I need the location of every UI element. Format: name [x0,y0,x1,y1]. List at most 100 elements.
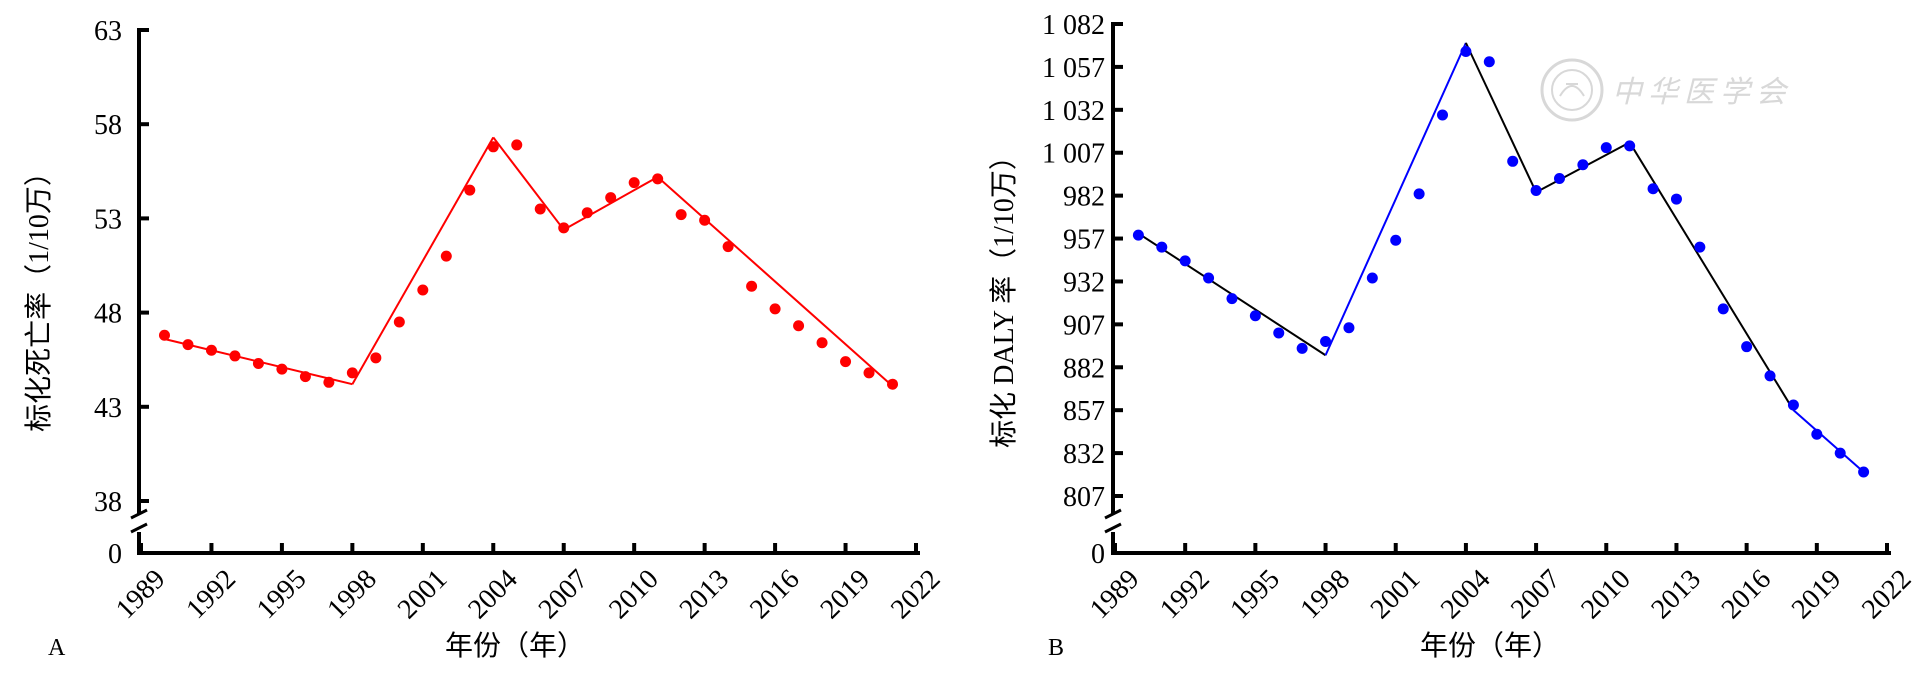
y-tick-label: 857 [1063,396,1105,427]
y-tick-label: 1 082 [1042,10,1105,41]
data-point [605,192,617,204]
data-point [1226,293,1238,305]
x-tick-label: 1998 [321,564,383,626]
chart-panel-a: 0 38 43 48 53 58 63 1989 1992 1995 1998 2001 2004 200… [23,16,947,662]
fit-line-segment [351,136,495,385]
axis-break-mark [1104,522,1122,534]
y-tick-label: 58 [94,110,122,141]
data-point [1834,447,1846,459]
fit-line-segment [1792,409,1865,473]
data-point [511,139,523,151]
x-tick-label: 2004 [1435,564,1497,626]
x-tick-label: 2016 [744,564,806,626]
data-point [229,350,241,362]
data-point [1787,399,1799,411]
fit-line-segment [492,136,565,231]
data-point [793,320,805,332]
x-tick-label: 2013 [674,564,736,626]
data-point [675,209,687,221]
data-point [1320,336,1332,348]
x-tick-label: 2010 [603,564,665,626]
data-point [1600,142,1612,154]
data-point [887,378,899,390]
y-tick-label: 932 [1063,267,1105,298]
data-point [1483,56,1495,68]
data-point [1764,370,1776,382]
data-point [158,329,170,341]
x-tick-label: 2001 [392,564,454,626]
data-point [628,177,640,189]
y-tick-label: 63 [94,16,122,47]
data-point [346,367,358,379]
x-tick-label: 1992 [180,564,242,626]
data-point [1460,45,1472,57]
x-axis-title: 年份（年） [445,630,585,662]
data-point [581,207,593,219]
axis-break-mark [1104,508,1122,520]
x-tick-label: 2016 [1716,564,1778,626]
x-tick-label: 2007 [533,564,595,626]
data-point [1577,159,1589,171]
data-point [1858,466,1870,478]
data-point [722,241,734,253]
y-tick-label: 1 032 [1042,96,1105,127]
data-point [1296,342,1308,354]
y-tick-label: 38 [94,487,122,518]
y-tick-label: 1 057 [1042,53,1105,84]
data-point [863,367,875,379]
x-tick-label: 2022 [885,564,947,626]
x-tick-label: 2007 [1505,564,1567,626]
data-point [1249,310,1261,322]
data-point [205,344,217,356]
fit-line-segment [1324,42,1467,356]
axis-break-mark [130,522,148,534]
society-seal-icon [1540,58,1604,122]
data-point [182,339,194,351]
data-point [1273,327,1285,339]
data-point [1811,428,1823,440]
data-point [1670,193,1682,205]
data-point [1132,229,1144,241]
data-point [440,250,452,262]
y-tick-label: 0 [108,539,122,570]
panel-letter: A [48,635,66,661]
x-tick-label: 2022 [1856,564,1913,626]
watermark: 中华医学会 [1540,58,1786,122]
data-point [370,352,382,364]
y-tick-label: 43 [94,393,122,424]
x-tick-label: 1998 [1295,564,1357,626]
data-point [1647,183,1659,195]
x-tick-label: 2019 [1786,564,1848,626]
fit-line-segment [657,176,894,387]
x-tick-label: 1989 [110,564,172,626]
y-tick-label: 53 [94,204,122,235]
data-point [417,284,429,296]
data-point [1343,322,1355,334]
data-point [699,214,711,226]
fit-line-segment [1628,141,1795,411]
y-tick-label: 807 [1063,482,1105,513]
fit-line-segment [563,176,659,231]
data-point [1624,140,1636,152]
axis-break-mark [130,508,148,520]
y-axis-title: 标化 DALY 率（1/10万） [988,142,1020,448]
y-tick-label: 0 [1091,539,1105,570]
panel-letter: B [1048,635,1064,661]
y-tick-label: 832 [1063,439,1105,470]
y-tick-label: 907 [1063,310,1105,341]
y-tick-label: 982 [1063,182,1105,213]
x-axis-title: 年份（年） [1420,630,1560,662]
y-tick-label: 882 [1063,353,1105,384]
data-point [1694,241,1706,253]
y-tick-label: 1 007 [1042,139,1105,170]
data-point [487,141,499,153]
x-tick-label: 2010 [1575,564,1637,626]
y-axis-title: 标化死亡率（1/10万） [23,158,55,432]
data-point [1203,272,1215,284]
data-point [393,316,405,328]
data-point [652,173,664,185]
data-point [558,222,570,234]
x-tick-label: 2013 [1645,564,1707,626]
data-point [1179,255,1191,267]
x-tick-label: 2001 [1365,564,1427,626]
